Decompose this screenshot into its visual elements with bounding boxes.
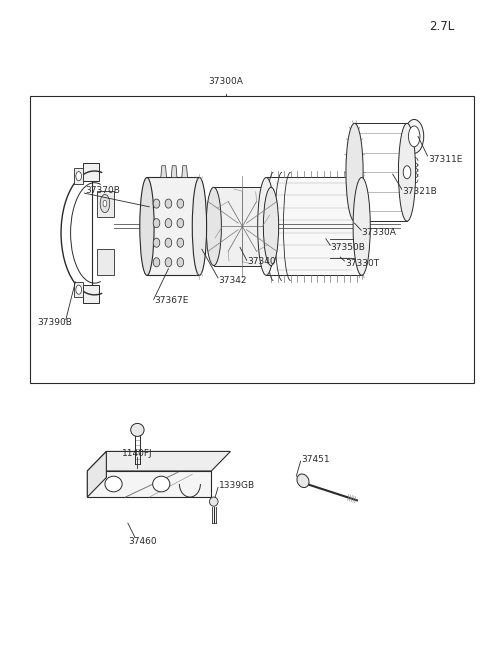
Ellipse shape (192, 178, 206, 275)
Text: 37340: 37340 (247, 257, 276, 266)
Ellipse shape (76, 285, 82, 294)
Ellipse shape (177, 199, 184, 208)
Text: 37370B: 37370B (85, 186, 120, 195)
Text: 37330A: 37330A (362, 229, 396, 237)
Polygon shape (74, 168, 83, 184)
Ellipse shape (177, 257, 184, 267)
Polygon shape (182, 166, 188, 178)
Text: 37390B: 37390B (37, 318, 72, 327)
Polygon shape (83, 163, 99, 181)
Polygon shape (161, 166, 167, 178)
Ellipse shape (258, 178, 275, 275)
Polygon shape (214, 187, 271, 265)
Ellipse shape (346, 123, 363, 221)
Polygon shape (97, 191, 114, 217)
Text: 37350B: 37350B (331, 244, 366, 252)
Ellipse shape (264, 187, 279, 265)
Ellipse shape (100, 195, 110, 213)
Ellipse shape (398, 123, 416, 221)
Polygon shape (87, 451, 230, 471)
Ellipse shape (153, 476, 170, 492)
Ellipse shape (209, 497, 218, 506)
Ellipse shape (353, 178, 370, 275)
Ellipse shape (405, 119, 424, 153)
Polygon shape (171, 166, 177, 178)
Text: 37321B: 37321B (402, 187, 437, 196)
Text: 1339GB: 1339GB (218, 481, 255, 490)
Ellipse shape (153, 219, 160, 228)
Text: 37330T: 37330T (345, 259, 379, 268)
Ellipse shape (153, 257, 160, 267)
Ellipse shape (153, 238, 160, 248)
Text: 37460: 37460 (128, 537, 156, 546)
Polygon shape (97, 250, 114, 275)
Ellipse shape (140, 178, 154, 275)
Ellipse shape (103, 200, 107, 207)
Polygon shape (83, 285, 99, 303)
Polygon shape (266, 178, 362, 275)
Text: 2.7L: 2.7L (430, 20, 455, 33)
Ellipse shape (206, 187, 221, 265)
Ellipse shape (165, 257, 172, 267)
Ellipse shape (403, 166, 411, 179)
Ellipse shape (297, 474, 309, 487)
Ellipse shape (408, 126, 420, 147)
Ellipse shape (131, 423, 144, 436)
Ellipse shape (177, 219, 184, 228)
Ellipse shape (177, 238, 184, 248)
Text: 37300A: 37300A (208, 77, 243, 86)
Polygon shape (74, 282, 83, 297)
Ellipse shape (165, 238, 172, 248)
Ellipse shape (105, 476, 122, 492)
Polygon shape (87, 451, 107, 497)
Ellipse shape (76, 172, 82, 181)
Text: 37311E: 37311E (429, 155, 463, 164)
Ellipse shape (165, 219, 172, 228)
Ellipse shape (165, 199, 172, 208)
Text: 37367E: 37367E (154, 296, 189, 305)
Polygon shape (87, 471, 211, 497)
Text: 37451: 37451 (301, 455, 330, 464)
Text: 1140FJ: 1140FJ (122, 449, 153, 458)
Text: 37342: 37342 (218, 276, 247, 285)
Polygon shape (147, 178, 199, 275)
Ellipse shape (153, 199, 160, 208)
